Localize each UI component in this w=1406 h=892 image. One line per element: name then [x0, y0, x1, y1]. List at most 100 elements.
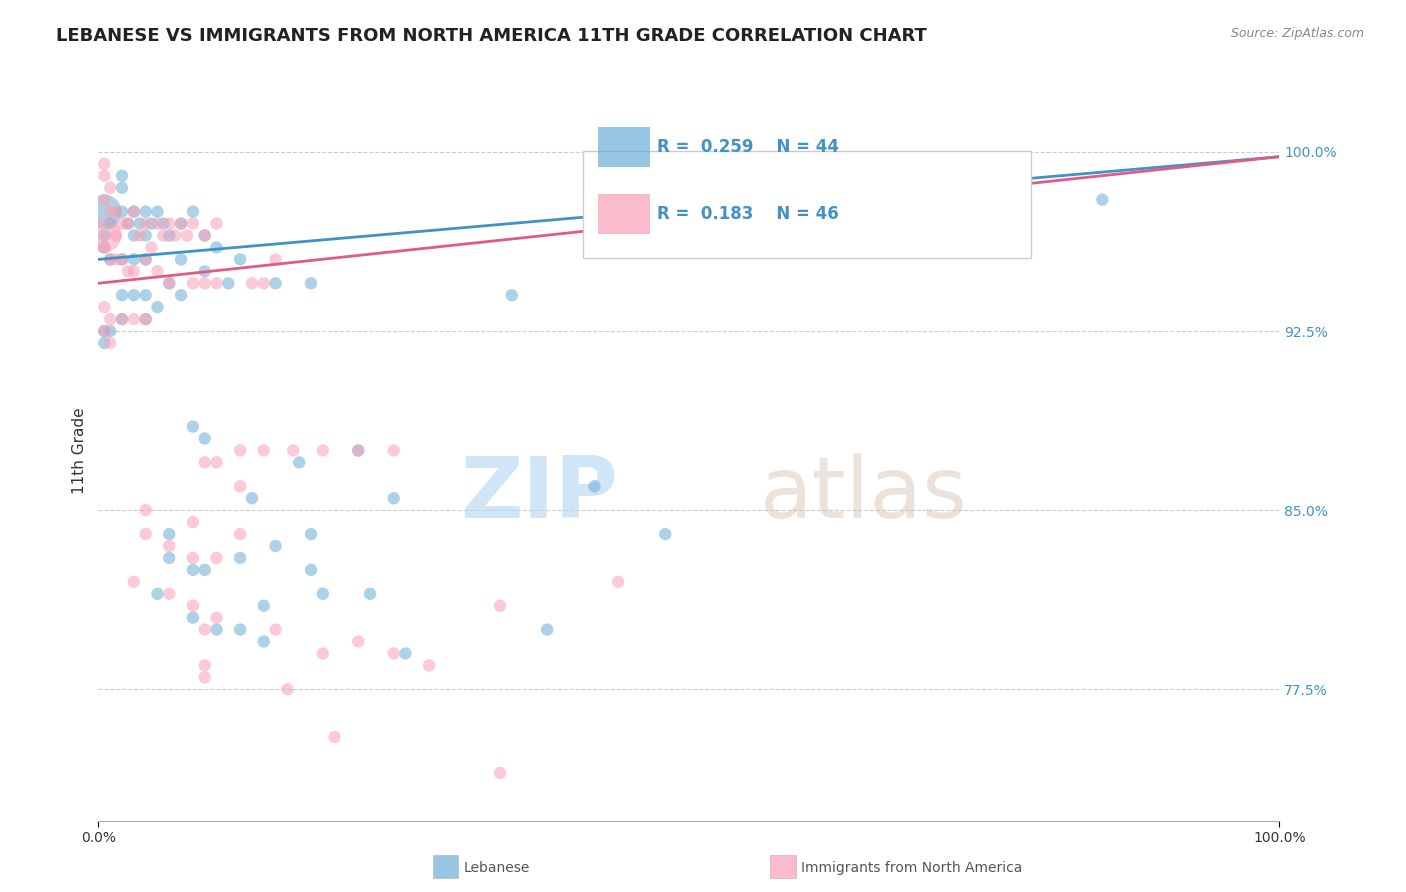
- Point: [105, 252, 128, 267]
- Point: [229, 527, 252, 541]
- Point: [157, 277, 180, 291]
- Point: [135, 288, 157, 302]
- Point: [181, 610, 204, 624]
- Point: [489, 599, 512, 613]
- Point: [165, 228, 187, 243]
- Point: [135, 217, 157, 231]
- Point: [135, 204, 157, 219]
- Point: [229, 623, 252, 637]
- Point: [181, 204, 204, 219]
- Point: [1091, 193, 1114, 207]
- Point: [253, 277, 276, 291]
- Point: [194, 455, 217, 469]
- Point: [264, 623, 287, 637]
- Point: [194, 228, 217, 243]
- Point: [111, 169, 134, 183]
- Point: [98, 336, 121, 351]
- Point: [312, 587, 335, 601]
- Point: [111, 180, 134, 194]
- Point: [264, 252, 287, 267]
- Point: [312, 443, 335, 458]
- Point: [181, 277, 204, 291]
- FancyBboxPatch shape: [582, 151, 1032, 258]
- Point: [98, 217, 121, 231]
- Point: [93, 228, 115, 243]
- Point: [194, 563, 217, 577]
- Point: [194, 264, 217, 278]
- Point: [418, 658, 440, 673]
- Point: [157, 587, 180, 601]
- Point: [98, 252, 121, 267]
- Point: [264, 539, 287, 553]
- Point: [299, 563, 322, 577]
- Point: [181, 419, 204, 434]
- Point: [240, 277, 263, 291]
- Point: [111, 252, 134, 267]
- Point: [135, 503, 157, 517]
- Point: [135, 527, 157, 541]
- Point: [240, 491, 263, 506]
- Point: [157, 277, 180, 291]
- Point: [299, 277, 322, 291]
- Point: [93, 240, 115, 254]
- Point: [536, 623, 558, 637]
- Point: [98, 180, 121, 194]
- Point: [122, 228, 145, 243]
- Point: [217, 277, 239, 291]
- Point: [181, 515, 204, 529]
- Point: [501, 288, 523, 302]
- Point: [181, 563, 204, 577]
- Point: [382, 443, 405, 458]
- Point: [141, 240, 163, 254]
- Point: [253, 599, 276, 613]
- Text: Immigrants from North America: Immigrants from North America: [801, 861, 1022, 875]
- Point: [128, 228, 150, 243]
- Point: [194, 228, 217, 243]
- Point: [194, 277, 217, 291]
- Point: [299, 527, 322, 541]
- Point: [347, 443, 370, 458]
- Point: [98, 312, 121, 326]
- Point: [93, 204, 115, 219]
- Point: [122, 312, 145, 326]
- Point: [93, 157, 115, 171]
- Point: [93, 193, 115, 207]
- Point: [394, 647, 416, 661]
- Point: [122, 574, 145, 589]
- Point: [111, 204, 134, 219]
- Point: [135, 312, 157, 326]
- Point: [122, 264, 145, 278]
- Point: [347, 443, 370, 458]
- Point: [205, 277, 228, 291]
- Point: [141, 217, 163, 231]
- Point: [205, 610, 228, 624]
- Point: [111, 252, 134, 267]
- Point: [229, 443, 252, 458]
- Point: [135, 252, 157, 267]
- Point: [382, 491, 405, 506]
- Point: [152, 217, 174, 231]
- Point: [93, 240, 115, 254]
- Point: [111, 217, 134, 231]
- Point: [205, 217, 228, 231]
- Point: [157, 527, 180, 541]
- Point: [93, 324, 115, 338]
- Point: [176, 228, 198, 243]
- Point: [146, 204, 169, 219]
- Point: [117, 264, 139, 278]
- Point: [194, 670, 217, 684]
- Point: [607, 574, 630, 589]
- Point: [170, 252, 193, 267]
- Point: [181, 550, 204, 565]
- Point: [157, 228, 180, 243]
- Text: atlas: atlas: [759, 453, 967, 536]
- Point: [98, 324, 121, 338]
- Point: [181, 599, 204, 613]
- Point: [253, 443, 276, 458]
- Text: ZIP: ZIP: [460, 453, 619, 536]
- Point: [146, 217, 169, 231]
- Point: [122, 252, 145, 267]
- Point: [205, 455, 228, 469]
- Text: Source: ZipAtlas.com: Source: ZipAtlas.com: [1230, 27, 1364, 40]
- Point: [205, 550, 228, 565]
